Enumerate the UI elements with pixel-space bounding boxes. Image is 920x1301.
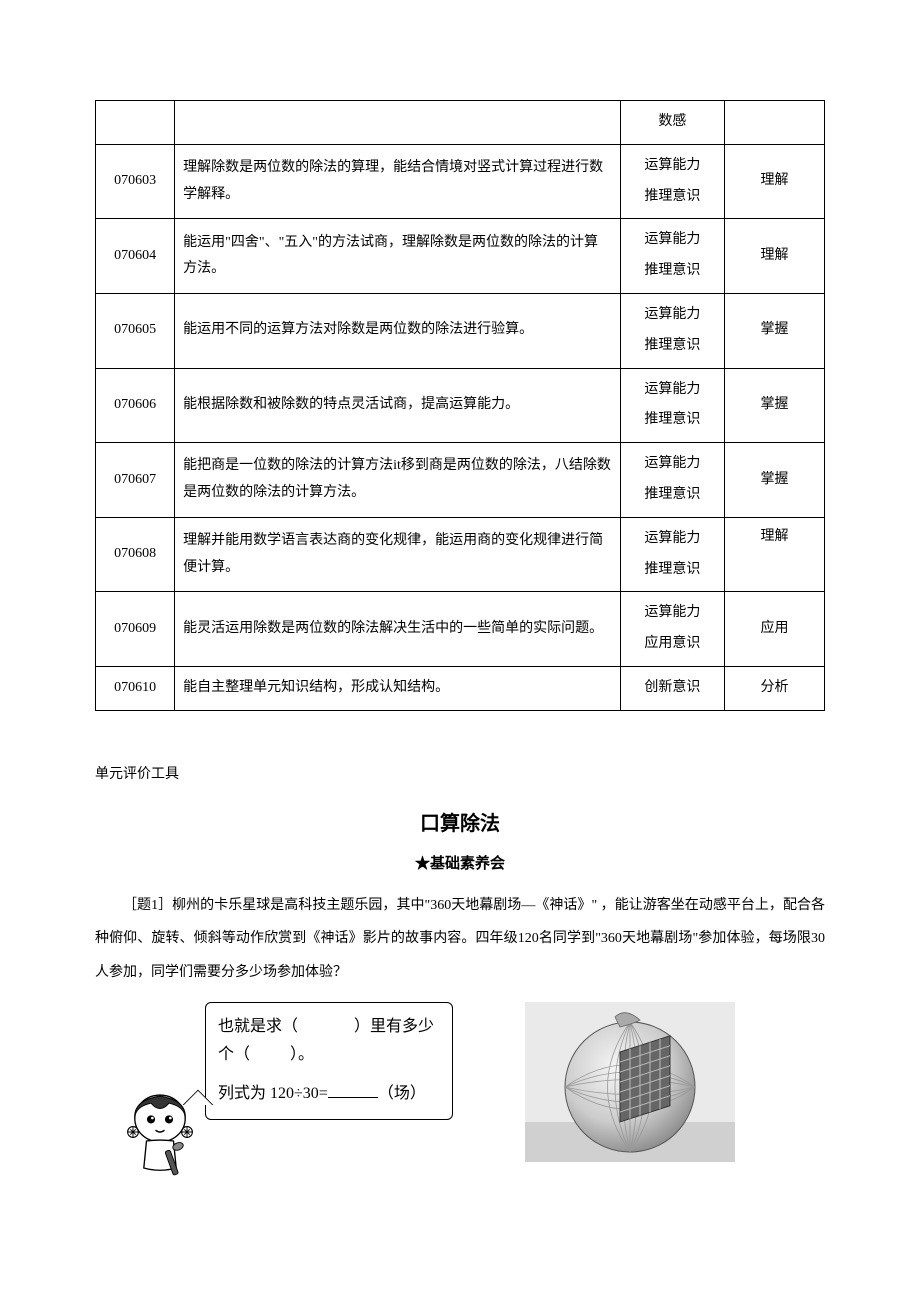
section-subtitle: ★基础素养会 — [95, 852, 825, 873]
cell-abilities: 运算能力 推理意识 — [620, 517, 724, 592]
cell-code: 070603 — [96, 144, 175, 219]
cell-code: 070608 — [96, 517, 175, 592]
character-icon — [115, 1087, 205, 1177]
ability-text: 运算能力 — [629, 300, 716, 331]
cell-abilities: 运算能力 推理意识 — [620, 219, 724, 294]
cell-abilities: 创新意识 — [620, 666, 724, 710]
cell-desc — [175, 101, 621, 145]
cell-desc: 理解并能用数学语言表达商的变化规律，能运用商的变化规律进行简便计算。 — [175, 517, 621, 592]
cell-code: 070606 — [96, 368, 175, 443]
ability-text: 推理意识 — [629, 405, 716, 436]
figure-right — [525, 1002, 735, 1162]
bubble-text: ）里有多少 — [354, 1018, 434, 1035]
bubble-line-2: 个（ ）。 — [218, 1041, 440, 1070]
bubble-line-1: 也就是求（ ）里有多少 — [218, 1013, 440, 1042]
cell-level: 掌握 — [725, 293, 825, 368]
cell-level: 分析 — [725, 666, 825, 710]
problem-text: ［题1］柳州的卡乐星球是高科技主题乐园，其中"360天地幕剧场—《神话》" ，能… — [95, 889, 825, 990]
table-row: 070610 能自主整理单元知识结构，形成认知结构。 创新意识 分析 — [96, 666, 825, 710]
cell-level: 应用 — [725, 592, 825, 667]
cell-level: 理解 — [725, 144, 825, 219]
figures-row: 也就是求（ ）里有多少 个（ ）。 列式为 120÷30= （场） — [95, 1002, 825, 1177]
blank-underline — [328, 1082, 378, 1098]
cell-desc: 能运用"四舍"、"五入"的方法试商，理解除数是两位数的除法的计算方法。 — [175, 219, 621, 294]
table-row: 070606 能根据除数和被除数的特点灵活试商，提高运算能力。 运算能力 推理意… — [96, 368, 825, 443]
table-row: 070608 理解并能用数学语言表达商的变化规律，能运用商的变化规律进行简便计算… — [96, 517, 825, 592]
cell-abilities: 运算能力 推理意识 — [620, 443, 724, 518]
ability-text: 运算能力 — [629, 524, 716, 555]
table-row: 数感 — [96, 101, 825, 145]
cell-level: 掌握 — [725, 368, 825, 443]
cell-desc: 理解除数是两位数的除法的算理，能结合情境对竖式计算过程进行数学解释。 — [175, 144, 621, 219]
speech-bubble: 也就是求（ ）里有多少 个（ ）。 列式为 120÷30= （场） — [205, 1002, 453, 1120]
ability-text: 运算能力 — [629, 598, 716, 629]
table-row: 070605 能运用不同的运算方法对除数是两位数的除法进行验算。 运算能力 推理… — [96, 293, 825, 368]
cell-desc: 能把商是一位数的除法的计算方法it移到商是两位数的除法，八结除数是两位数的除法的… — [175, 443, 621, 518]
ability-text: 推理意识 — [629, 331, 716, 362]
cell-level: 掌握 — [725, 443, 825, 518]
cell-abilities: 运算能力 推理意识 — [620, 368, 724, 443]
bubble-text: （场） — [378, 1085, 426, 1102]
ability-text: 推理意识 — [629, 182, 716, 213]
cell-code — [96, 101, 175, 145]
section-label: 单元评价工具 — [95, 761, 825, 789]
ability-text: 创新意识 — [629, 673, 716, 704]
cell-level: 理解 — [725, 517, 825, 592]
cell-level: 理解 — [725, 219, 825, 294]
ability-text: 运算能力 — [629, 375, 716, 406]
globe-building-icon — [525, 1002, 735, 1162]
ability-text: 应用意识 — [629, 629, 716, 660]
bubble-text: 列式为 120÷30= — [218, 1085, 328, 1102]
ability-text: 运算能力 — [629, 449, 716, 480]
cell-abilities: 运算能力 推理意识 — [620, 293, 724, 368]
table-row: 070609 能灵活运用除数是两位数的除法解决生活中的一些简单的实际问题。 运算… — [96, 592, 825, 667]
cell-desc: 能自主整理单元知识结构，形成认知结构。 — [175, 666, 621, 710]
section-title: 口算除法 — [95, 807, 825, 836]
cell-code: 070605 — [96, 293, 175, 368]
bubble-text: 个（ — [218, 1046, 250, 1063]
ability-text: 运算能力 — [629, 151, 716, 182]
problem-body: 柳州的卡乐星球是高科技主题乐园，其中"360天地幕剧场—《神话》" ，能让游客坐… — [95, 898, 825, 980]
cell-abilities: 运算能力 推理意识 — [620, 144, 724, 219]
cell-code: 070610 — [96, 666, 175, 710]
ability-text: 运算能力 — [629, 225, 716, 256]
cell-code: 070604 — [96, 219, 175, 294]
problem-label: ［题1］ — [123, 898, 172, 913]
cell-abilities: 数感 — [620, 101, 724, 145]
bubble-text: ）。 — [290, 1046, 314, 1063]
cell-level — [725, 101, 825, 145]
cell-desc: 能灵活运用除数是两位数的除法解决生活中的一些简单的实际问题。 — [175, 592, 621, 667]
ability-text: 推理意识 — [629, 480, 716, 511]
cell-abilities: 运算能力 应用意识 — [620, 592, 724, 667]
cell-desc: 能根据除数和被除数的特点灵活试商，提高运算能力。 — [175, 368, 621, 443]
table-row: 070604 能运用"四舍"、"五入"的方法试商，理解除数是两位数的除法的计算方… — [96, 219, 825, 294]
cell-code: 070609 — [96, 592, 175, 667]
figure-left: 也就是求（ ）里有多少 个（ ）。 列式为 120÷30= （场） — [125, 1002, 465, 1177]
bubble-text: 也就是求（ — [218, 1018, 298, 1035]
cell-desc: 能运用不同的运算方法对除数是两位数的除法进行验算。 — [175, 293, 621, 368]
table-body: 数感 070603 理解除数是两位数的除法的算理，能结合情境对竖式计算过程进行数… — [96, 101, 825, 711]
ability-text: 数感 — [629, 107, 716, 138]
cell-code: 070607 — [96, 443, 175, 518]
ability-text: 推理意识 — [629, 256, 716, 287]
bubble-line-3: 列式为 120÷30= （场） — [218, 1080, 440, 1109]
ability-text: 推理意识 — [629, 555, 716, 586]
standards-table: 数感 070603 理解除数是两位数的除法的算理，能结合情境对竖式计算过程进行数… — [95, 100, 825, 711]
table-row: 070607 能把商是一位数的除法的计算方法it移到商是两位数的除法，八结除数是… — [96, 443, 825, 518]
table-row: 070603 理解除数是两位数的除法的算理，能结合情境对竖式计算过程进行数学解释… — [96, 144, 825, 219]
